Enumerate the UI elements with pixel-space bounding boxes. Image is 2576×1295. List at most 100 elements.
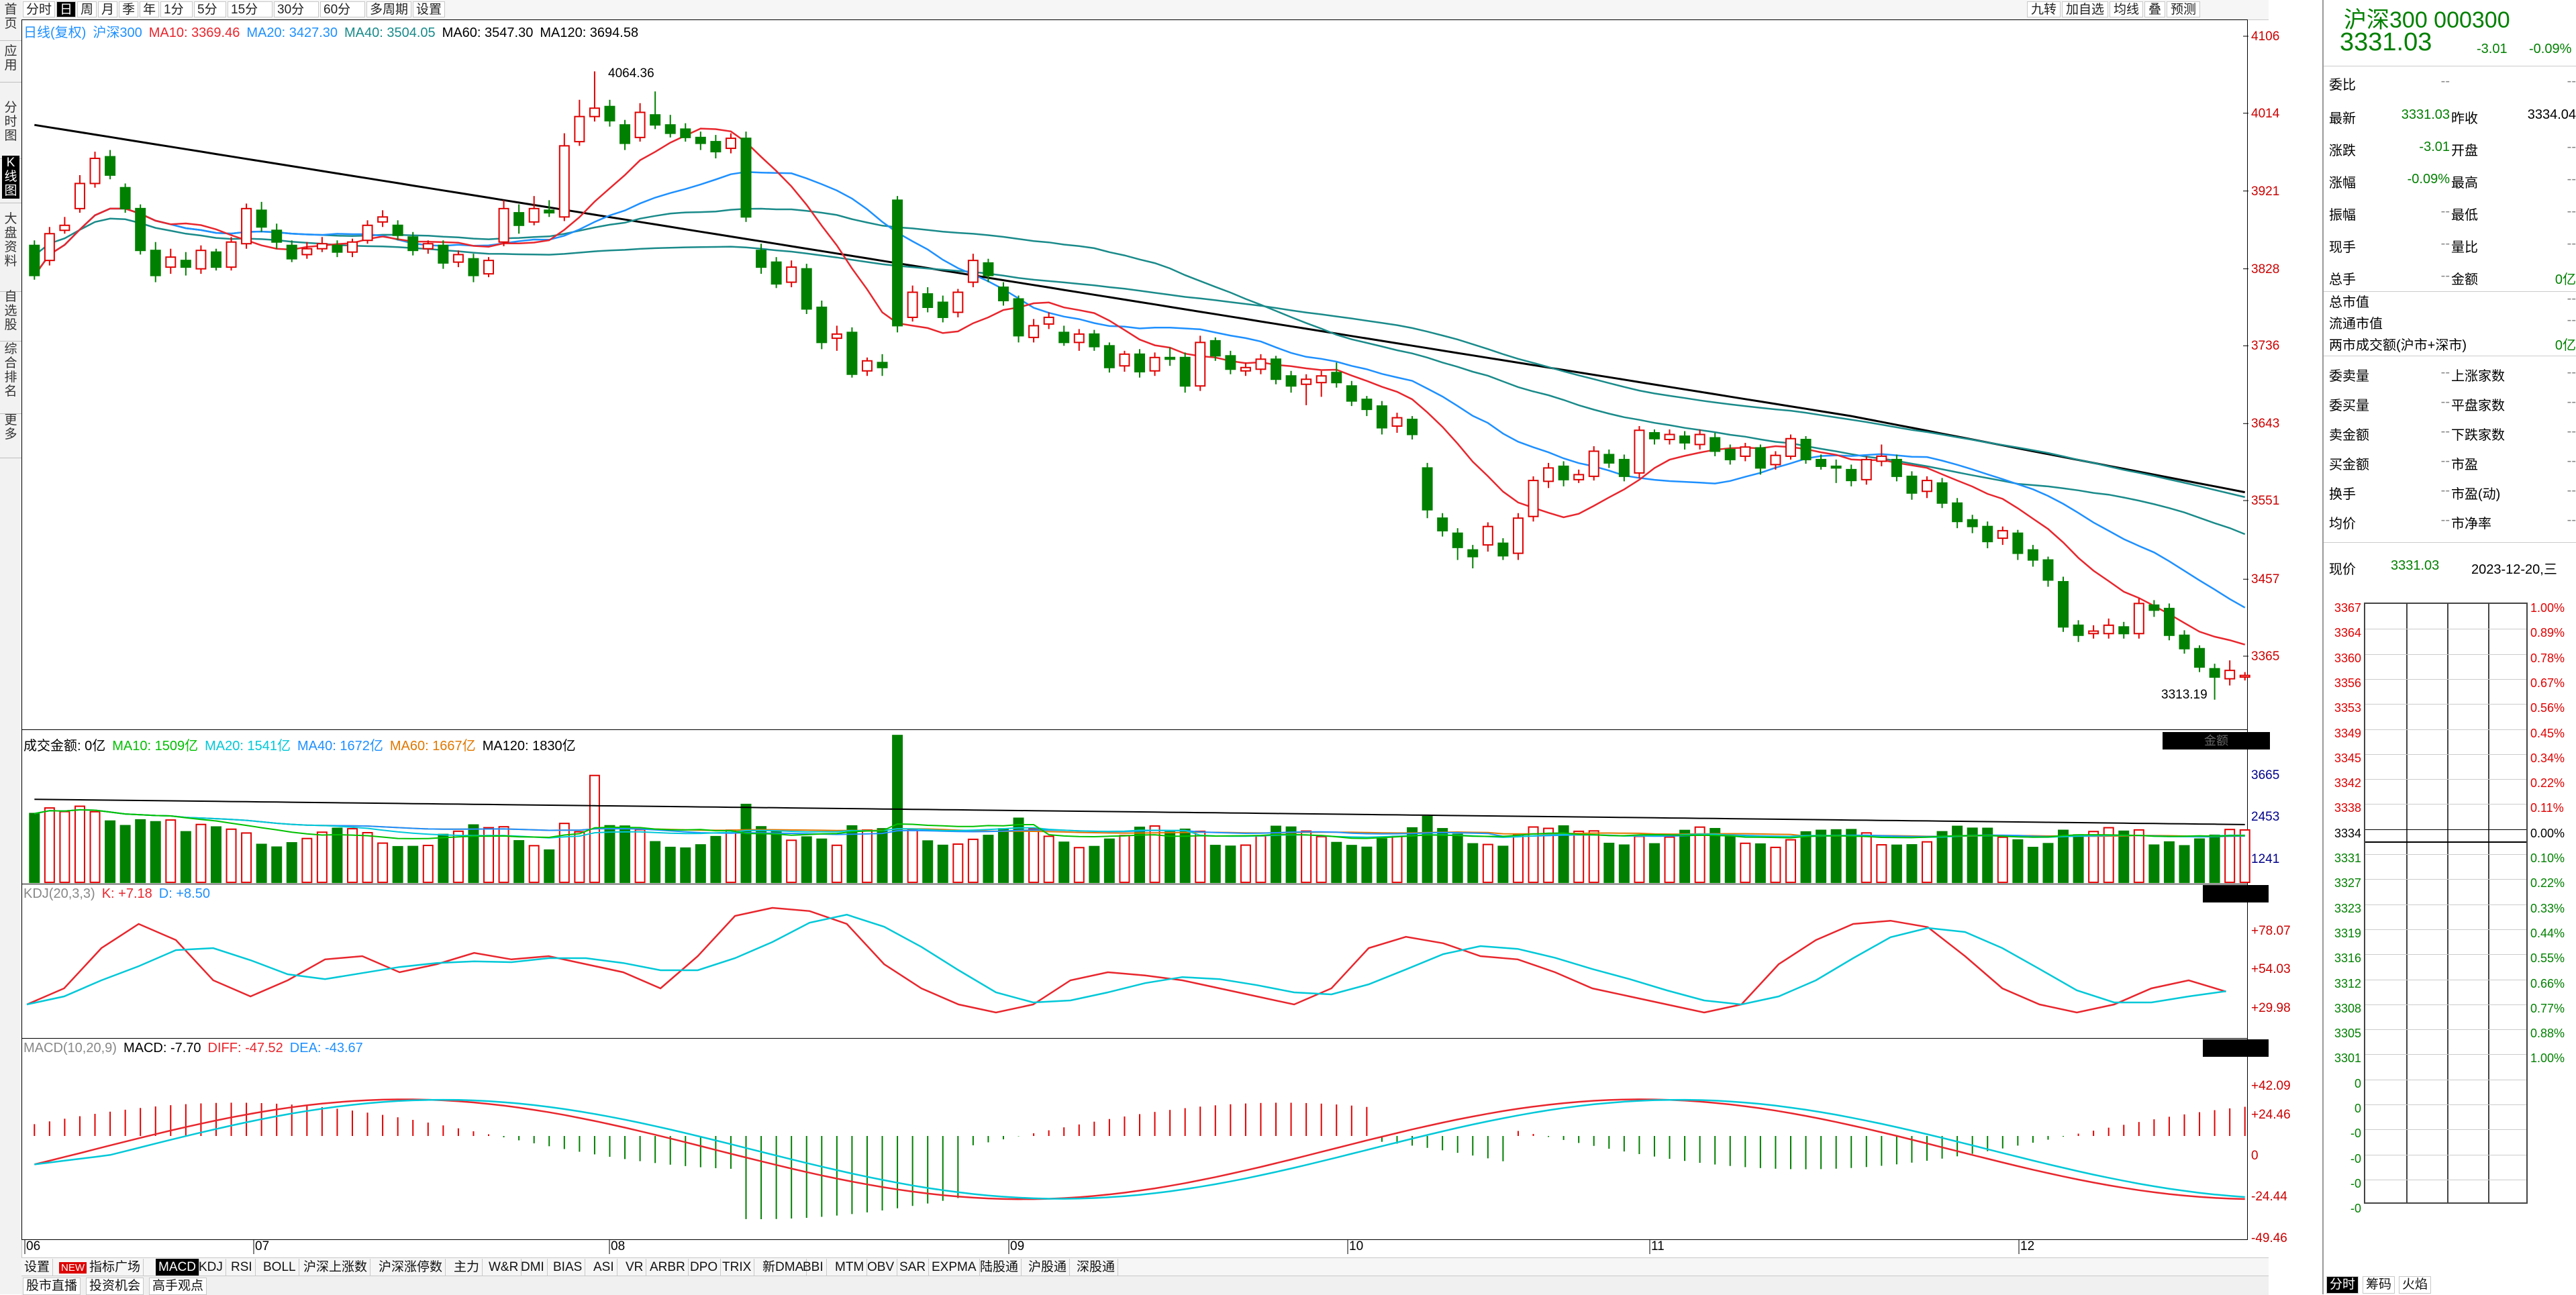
candle[interactable] (1648, 429, 1660, 445)
candle[interactable] (604, 99, 615, 127)
period-2[interactable]: 周 (77, 1, 97, 17)
candle[interactable] (740, 132, 752, 222)
candle[interactable] (1301, 374, 1312, 405)
candle[interactable] (1543, 462, 1554, 488)
candle[interactable] (1497, 538, 1509, 560)
indicator-tab-18[interactable]: BBI (800, 1259, 827, 1276)
candle[interactable] (967, 254, 979, 288)
indicator-tab-6[interactable]: 沪深上涨数 (301, 1259, 371, 1276)
candle[interactable] (119, 183, 131, 213)
candle[interactable] (483, 257, 495, 278)
candle[interactable] (1179, 352, 1191, 393)
indicator-tab-4[interactable]: RSI (228, 1259, 256, 1276)
indicator-tab-3[interactable]: KDJ (196, 1259, 226, 1276)
candle[interactable] (1089, 329, 1100, 351)
period-10[interactable]: 60分 (320, 1, 365, 17)
candle[interactable] (407, 231, 419, 256)
rail-2[interactable]: 分时图 (4, 101, 17, 143)
candle[interactable] (1588, 446, 1599, 481)
candle[interactable] (1058, 325, 1070, 346)
indicator-tab-8[interactable]: 主力 (451, 1259, 483, 1276)
candle[interactable] (2073, 620, 2084, 642)
candle[interactable] (1149, 352, 1160, 376)
candle[interactable] (846, 327, 858, 378)
candle[interactable] (1891, 454, 1902, 482)
candle[interactable] (861, 357, 873, 376)
candle[interactable] (2042, 556, 2054, 587)
tool-4[interactable]: 预测 (2167, 1, 2200, 17)
candle[interactable] (756, 244, 767, 274)
candle[interactable] (937, 295, 948, 323)
candle[interactable] (422, 240, 434, 254)
candle[interactable] (1134, 349, 1145, 378)
indicator-tab-13[interactable]: VR (623, 1259, 647, 1276)
candle[interactable] (620, 119, 631, 150)
candle[interactable] (2088, 625, 2099, 639)
candle[interactable] (997, 282, 1009, 306)
candle[interactable] (1407, 416, 1418, 439)
info-tab-1[interactable]: 投资机会 (86, 1278, 144, 1295)
candle[interactable] (2118, 621, 2130, 639)
candle[interactable] (1013, 295, 1024, 343)
indicator-tab-19[interactable]: MTM (832, 1259, 868, 1276)
candle[interactable] (1618, 454, 1630, 482)
candle[interactable] (664, 115, 676, 138)
rail-5[interactable]: 自选股 (4, 290, 17, 332)
candle[interactable] (1710, 433, 1721, 456)
candle[interactable] (165, 248, 177, 274)
tool-0[interactable]: 九转 (2027, 1, 2061, 17)
candle[interactable] (1452, 528, 1463, 560)
candle[interactable] (1694, 429, 1705, 450)
candle[interactable] (710, 135, 722, 159)
candle[interactable] (74, 174, 85, 213)
candle[interactable] (1482, 522, 1493, 552)
candle[interactable] (1119, 350, 1130, 372)
candle[interactable] (1922, 476, 1932, 499)
volume-amount-tag[interactable]: 金额 (2163, 732, 2270, 749)
period-9[interactable]: 30分 (274, 1, 319, 17)
indicator-tab-2[interactable]: MACD (156, 1259, 199, 1276)
candle[interactable] (2058, 576, 2069, 632)
candle[interactable] (1255, 354, 1267, 374)
candle[interactable] (2148, 600, 2160, 617)
candle[interactable] (498, 200, 509, 246)
tool-1[interactable]: 加自选 (2062, 1, 2108, 17)
candle[interactable] (1724, 444, 1736, 465)
candle[interactable] (1225, 350, 1236, 374)
candle[interactable] (1437, 513, 1448, 537)
candle[interactable] (574, 99, 585, 146)
period-3[interactable]: 月 (98, 1, 117, 17)
candle[interactable] (1997, 526, 2008, 546)
candle[interactable] (1936, 478, 1948, 509)
candle[interactable] (816, 301, 828, 350)
candle[interactable] (362, 220, 373, 244)
candle[interactable] (1740, 442, 1751, 462)
candle[interactable] (1512, 513, 1524, 560)
candle[interactable] (725, 133, 736, 154)
candle[interactable] (528, 196, 540, 225)
candle[interactable] (210, 248, 221, 271)
candle[interactable] (1603, 449, 1615, 468)
candle[interactable] (2224, 660, 2236, 686)
candle[interactable] (877, 354, 888, 376)
indicator-tab-22[interactable]: EXPMA (929, 1259, 980, 1276)
info-tab-2[interactable]: 高手观点 (149, 1278, 207, 1295)
rail-6[interactable]: 综合排名 (4, 342, 17, 399)
rail-7[interactable]: 更多 (4, 413, 17, 442)
indicator-tab-10[interactable]: DMI (518, 1259, 548, 1276)
panel-tab-1[interactable]: 筹码 (2363, 1276, 2395, 1294)
candle[interactable] (135, 204, 146, 255)
candle[interactable] (105, 150, 116, 180)
candle[interactable] (786, 260, 797, 288)
candle[interactable] (1952, 498, 1963, 529)
candle[interactable] (226, 237, 237, 271)
indicator-tab-0[interactable]: 设置 (21, 1259, 54, 1276)
candle[interactable] (1331, 362, 1342, 388)
indicator-tab-11[interactable]: BIAS (550, 1259, 586, 1276)
candle[interactable] (1422, 462, 1433, 519)
candle[interactable] (1073, 329, 1085, 351)
candle[interactable] (952, 289, 964, 317)
candle[interactable] (513, 204, 525, 234)
period-6[interactable]: 1分 (160, 1, 193, 17)
candle[interactable] (1240, 362, 1251, 376)
